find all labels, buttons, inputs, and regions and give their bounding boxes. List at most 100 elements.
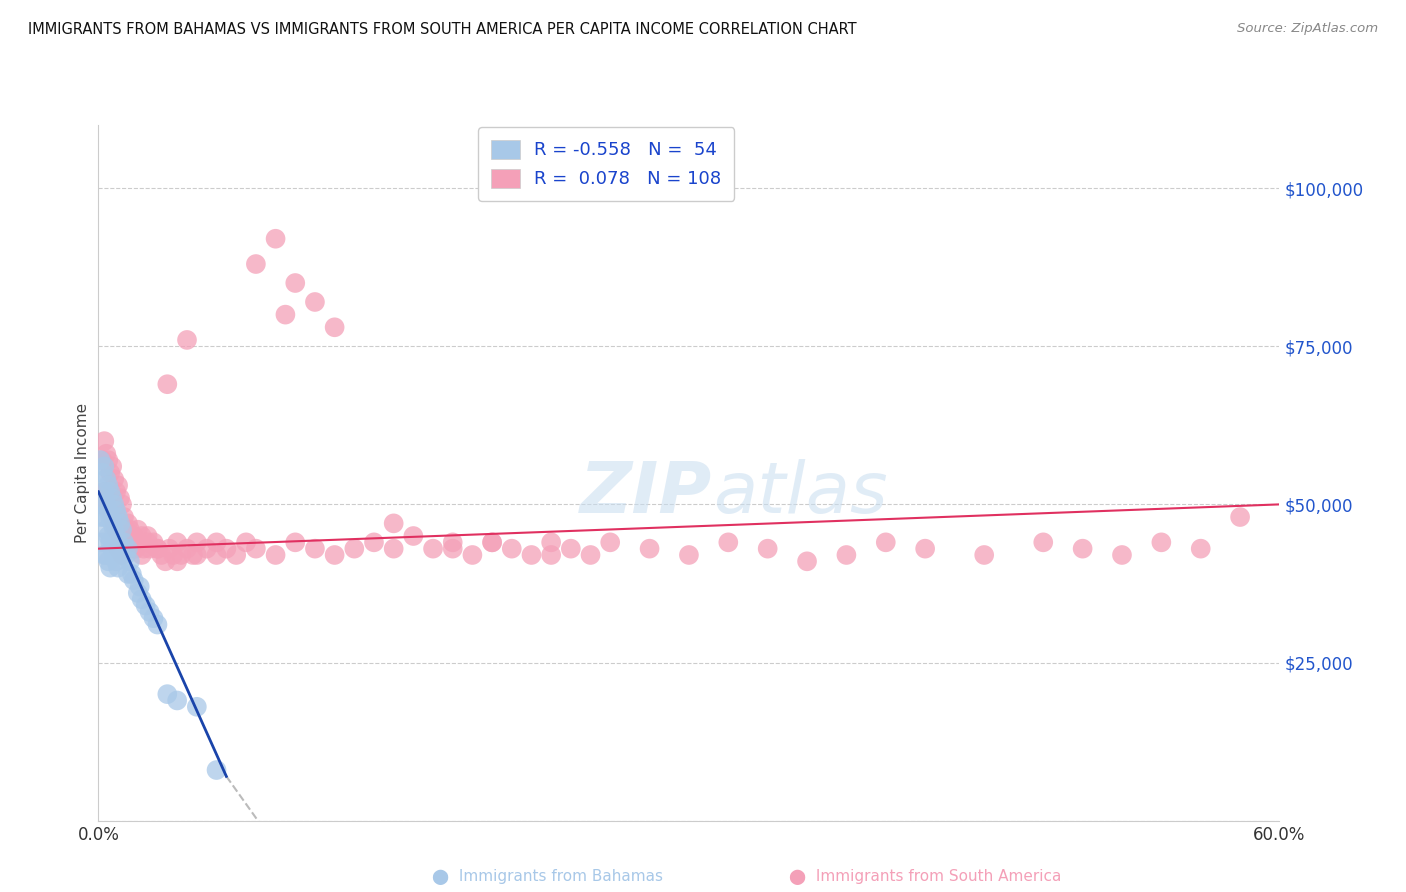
Point (98, 504, 121, 518)
Point (146, 541, 169, 556)
Text: ⬤  Immigrants from South America: ⬤ Immigrants from South America (789, 870, 1062, 886)
Point (91, 453, 114, 467)
Point (89, 453, 111, 467)
Point (146, 617, 169, 632)
Point (1111, 548, 1133, 562)
Point (105, 523, 128, 537)
Point (98, 510, 121, 524)
Point (136, 535, 159, 549)
Text: Source: ZipAtlas.com: Source: ZipAtlas.com (1237, 22, 1378, 36)
Point (973, 548, 995, 562)
Point (93, 434, 115, 449)
Point (107, 516, 129, 531)
Point (96, 497, 118, 511)
Point (117, 535, 139, 549)
Point (1229, 510, 1251, 524)
Point (96, 472, 118, 486)
Point (835, 548, 858, 562)
Point (111, 523, 134, 537)
Point (195, 541, 218, 556)
Point (96, 548, 118, 562)
Point (717, 535, 740, 549)
Point (560, 541, 582, 556)
Point (101, 541, 124, 556)
Point (215, 541, 238, 556)
Point (402, 529, 425, 543)
Point (284, 535, 307, 549)
Point (128, 580, 150, 594)
Point (105, 504, 128, 518)
Point (501, 541, 523, 556)
Point (441, 541, 464, 556)
Point (245, 257, 267, 271)
Point (225, 548, 247, 562)
Point (107, 510, 129, 524)
Point (108, 516, 131, 531)
Point (579, 548, 602, 562)
Point (103, 548, 125, 562)
Point (146, 541, 169, 556)
Point (98, 535, 121, 549)
Point (166, 554, 188, 568)
Point (122, 574, 145, 588)
Point (107, 478, 129, 492)
Point (176, 333, 198, 347)
Point (91, 497, 114, 511)
Legend: R = -0.558   N =  54, R =  0.078   N = 108: R = -0.558 N = 54, R = 0.078 N = 108 (478, 127, 734, 201)
Point (111, 548, 134, 562)
Point (97, 529, 120, 543)
Point (127, 523, 149, 537)
Point (112, 535, 135, 549)
Point (108, 529, 131, 543)
Point (176, 541, 198, 556)
Point (107, 535, 129, 549)
Point (1189, 541, 1212, 556)
Point (91, 535, 114, 549)
Point (121, 566, 143, 581)
Point (115, 523, 138, 537)
Point (382, 516, 405, 531)
Point (105, 529, 128, 543)
Point (142, 611, 165, 625)
Y-axis label: Per Capita Income: Per Capita Income (75, 402, 90, 543)
Point (135, 599, 157, 613)
Point (274, 308, 297, 322)
Point (98, 484, 121, 499)
Point (1032, 535, 1054, 549)
Point (461, 548, 484, 562)
Point (678, 548, 700, 562)
Point (481, 535, 503, 549)
Point (481, 535, 503, 549)
Point (97, 478, 120, 492)
Point (105, 554, 128, 568)
Point (441, 535, 464, 549)
Point (121, 535, 143, 549)
Point (181, 548, 204, 562)
Point (796, 554, 818, 568)
Point (101, 459, 124, 474)
Point (205, 535, 228, 549)
Point (117, 541, 139, 556)
Point (89, 510, 111, 524)
Point (150, 548, 173, 562)
Point (914, 541, 936, 556)
Point (103, 516, 125, 531)
Point (111, 548, 134, 562)
Point (235, 535, 257, 549)
Point (162, 548, 184, 562)
Point (323, 548, 346, 562)
Point (91, 466, 114, 480)
Point (1150, 535, 1173, 549)
Point (166, 535, 188, 549)
Point (875, 535, 897, 549)
Point (186, 699, 208, 714)
Point (93, 548, 115, 562)
Point (118, 554, 141, 568)
Point (205, 548, 228, 562)
Point (103, 472, 125, 486)
Point (186, 535, 208, 549)
Point (97, 504, 120, 518)
Point (103, 497, 125, 511)
Point (155, 554, 177, 568)
Point (96, 491, 118, 505)
